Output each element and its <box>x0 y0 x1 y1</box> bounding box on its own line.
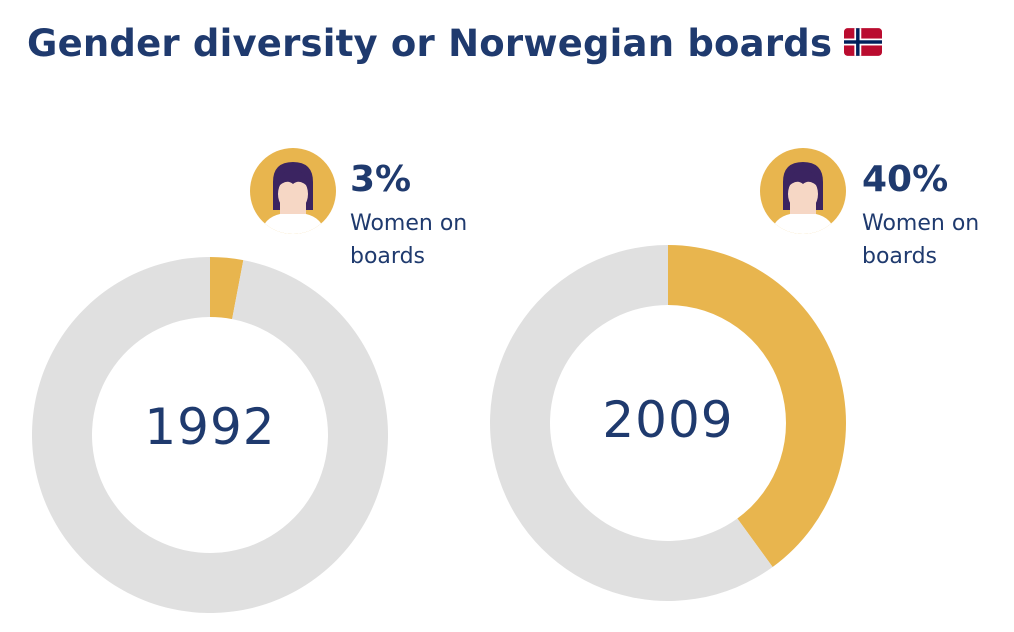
donut-svg-1992 <box>31 257 389 613</box>
donut-slice-2009-other <box>490 245 773 601</box>
donut-slice-1992-women <box>210 257 244 320</box>
title-text: Gender diversity or Norwegian boards <box>27 22 833 65</box>
stat-value-1992: 3% <box>350 159 412 200</box>
norway-flag-icon <box>844 27 883 56</box>
donut-chart-2009: 2009 <box>488 243 848 603</box>
donut-center-year-2009: 2009 <box>602 391 734 449</box>
donut-center-year-1992: 1992 <box>144 398 276 456</box>
donut-chart-1992: 1992 <box>30 255 390 615</box>
page-title: Gender diversity or Norwegian boards <box>27 22 883 65</box>
woman-avatar-icon <box>250 148 336 234</box>
donut-slice-1992-other <box>31 257 389 613</box>
stat-caption-1992: Women on boards <box>350 211 468 269</box>
stat-caption-2009: Women on boards <box>862 211 980 269</box>
woman-avatar-icon <box>760 148 846 234</box>
stat-value-2009: 40% <box>862 159 949 200</box>
donut-svg-2009 <box>490 245 846 601</box>
donut-slice-2009-women <box>668 245 846 568</box>
